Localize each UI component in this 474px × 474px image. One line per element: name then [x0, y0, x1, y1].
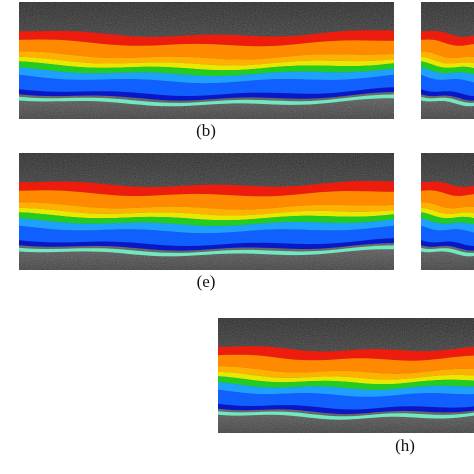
oct-panel: [218, 318, 474, 433]
layer-band: [421, 190, 474, 209]
caption: (b): [196, 121, 216, 140]
panel-content: [421, 2, 474, 119]
layer-band: [421, 240, 474, 251]
panel-content: [421, 153, 474, 270]
panel-content: [19, 2, 394, 119]
layer-band: [19, 207, 394, 221]
layer-band: [421, 202, 474, 214]
layer-band: [421, 96, 474, 107]
layer-band: [19, 67, 394, 84]
layer-band: [19, 51, 394, 66]
layer-band: [421, 67, 474, 83]
layer-band: [218, 382, 474, 397]
panels: [19, 2, 474, 433]
layer-band: [421, 74, 474, 96]
layer-band: [421, 89, 474, 101]
caption: (e): [197, 272, 216, 291]
layer-band: [19, 225, 394, 246]
layer-band: [421, 247, 474, 257]
layer-band: [421, 225, 474, 246]
layer-band: [19, 190, 394, 210]
oct-panel: [421, 153, 474, 270]
layer-band: [19, 245, 394, 257]
layer-band: [421, 61, 474, 75]
panel-content: [218, 318, 474, 433]
layer-band: [19, 74, 394, 96]
layer-band: [19, 238, 394, 251]
oct-panel: [19, 153, 394, 270]
layer-band: [19, 94, 394, 107]
layer-band: [218, 411, 474, 420]
layer-band: [421, 56, 474, 69]
layer-band: [19, 218, 394, 234]
layer-band: [218, 371, 474, 385]
layer-band: [218, 376, 474, 390]
layer-band: [19, 87, 394, 101]
layer-band: [19, 30, 394, 47]
layer-band: [218, 346, 474, 361]
layer-band: [421, 51, 474, 64]
oct-panel: [421, 2, 474, 119]
layer-band: [421, 207, 474, 219]
layer-band: [19, 61, 394, 77]
layer-band: [421, 39, 474, 58]
layer-band: [218, 403, 474, 415]
panel-content: [19, 153, 394, 270]
layer-band: [421, 218, 474, 233]
layer-band: [218, 354, 474, 374]
layer-band: [19, 202, 394, 216]
layer-band: [218, 366, 474, 380]
layer-band: [19, 181, 394, 197]
layer-band: [19, 212, 394, 227]
layer-band: [421, 181, 474, 196]
layer-band: [421, 30, 474, 46]
layer-band: [19, 56, 394, 71]
oct-panel: [19, 2, 394, 119]
layer-band: [421, 212, 474, 225]
layer-band: [218, 389, 474, 410]
layer-band: [19, 39, 394, 60]
caption: (h): [395, 436, 415, 455]
